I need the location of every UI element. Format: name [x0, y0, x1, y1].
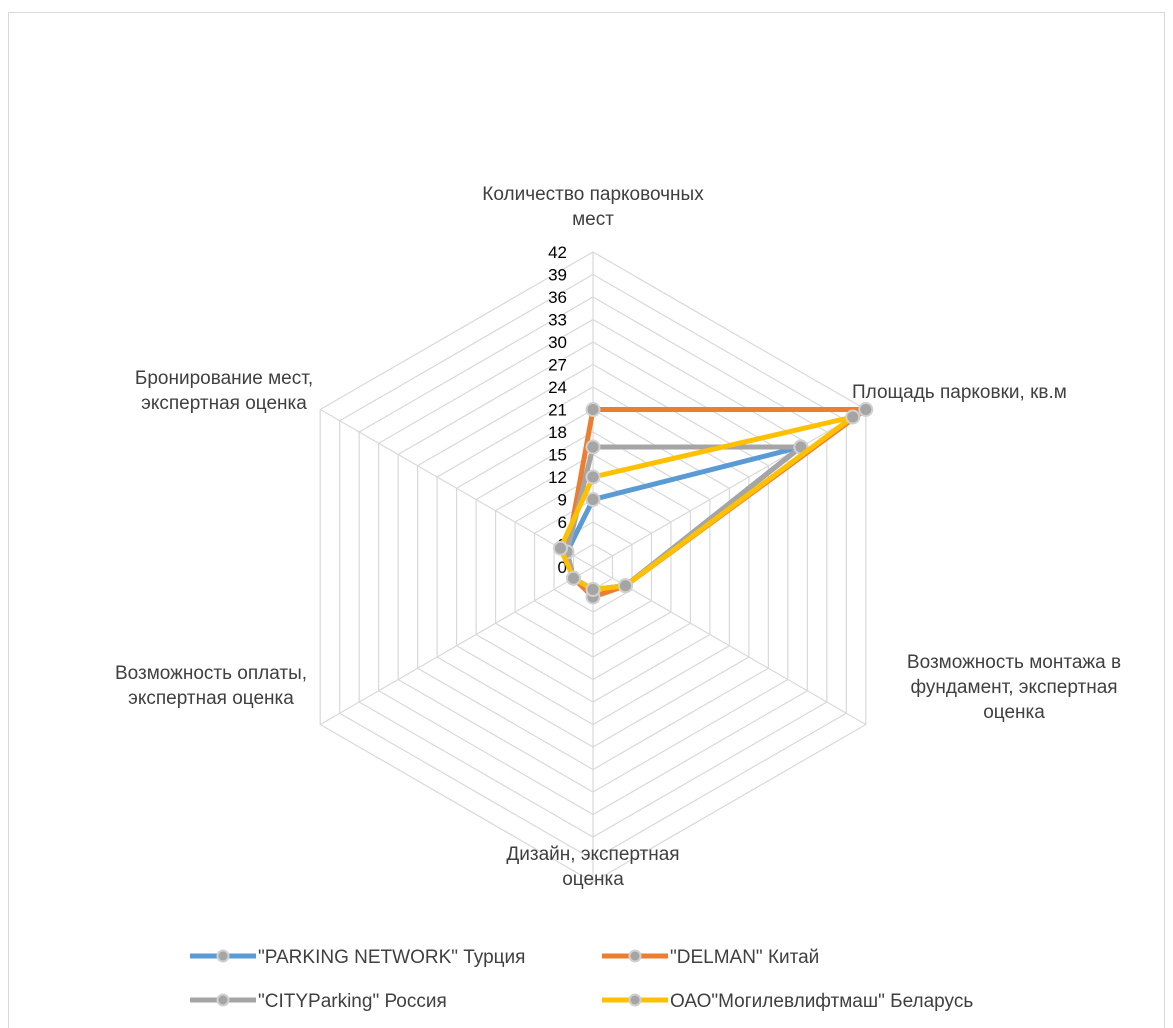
legend-item: "PARKING NETWORK" Турция [190, 947, 525, 968]
tick-label: 15 [548, 446, 567, 465]
series-3 [553, 409, 861, 597]
series-line [564, 444, 804, 592]
radar-grid [319, 251, 867, 883]
tick-label: 42 [548, 243, 567, 262]
series-line [564, 444, 804, 592]
data-point [585, 492, 601, 507]
tick-label: 0 [558, 558, 567, 577]
tick-label: 33 [548, 311, 567, 330]
data-point [845, 409, 861, 425]
tick-label: 30 [548, 333, 567, 352]
tick-label: 9 [558, 491, 567, 510]
data-point [553, 540, 569, 556]
category-labels: Количество парковочных мест Площадь парков… [115, 184, 1121, 890]
tick-label: 39 [548, 266, 567, 285]
grid-spoke [319, 408, 594, 568]
legend-item: "CITYParking" Россия [190, 991, 447, 1012]
category-label: Дизайн, экспертная оценка [506, 844, 679, 890]
data-point [617, 578, 633, 594]
legend-item: ОАО"Могилевлифтмаш" Беларусь [602, 991, 973, 1012]
tick-label: 24 [548, 378, 567, 397]
data-point [585, 402, 601, 417]
data-point [585, 582, 601, 597]
legend-label: ОАО"Могилевлифтмаш" Беларусь [670, 991, 973, 1012]
category-label: Возможность монтажа в фундамент, экспертн… [907, 652, 1121, 723]
legend-swatch-marker [216, 993, 230, 1007]
data-point [585, 439, 601, 455]
grid-spoke [319, 566, 594, 726]
data-point [585, 469, 601, 485]
data-point [858, 402, 874, 417]
series-layer [553, 402, 874, 605]
category-label: Количество парковочных мест [482, 184, 704, 230]
legend-label: "DELMAN" Китай [670, 947, 819, 968]
grid-spoke [592, 408, 867, 568]
series-0 [559, 439, 809, 597]
category-label: Возможность оплаты, экспертная оценка [115, 663, 307, 709]
tick-label: 36 [548, 288, 567, 307]
chart-area [8, 12, 1165, 1028]
tick-label: 18 [548, 423, 567, 442]
legend: "PARKING NETWORK" Турция "DELMAN" Китай "C… [190, 947, 973, 1012]
category-label: Площадь парковки, кв.м [852, 382, 1067, 403]
category-label: Бронирование мест, экспертная оценка [135, 368, 313, 414]
legend-swatch-marker [216, 949, 230, 963]
legend-item: "DELMAN" Китай [602, 947, 819, 968]
tick-label: 21 [548, 401, 567, 420]
data-point [566, 570, 582, 586]
legend-label: "PARKING NETWORK" Турция [258, 947, 525, 968]
tick-label: 6 [558, 513, 567, 532]
tick-label: 12 [548, 468, 567, 487]
tick-label: 27 [548, 356, 567, 375]
radial-axis-ticks: 03691215182124273033363942 [548, 243, 567, 577]
grid-spoke [592, 566, 867, 726]
legend-label: "CITYParking" Россия [258, 991, 447, 1012]
series-2 [559, 439, 809, 597]
legend-swatch-marker [628, 993, 642, 1007]
legend-swatch-marker [628, 949, 642, 963]
